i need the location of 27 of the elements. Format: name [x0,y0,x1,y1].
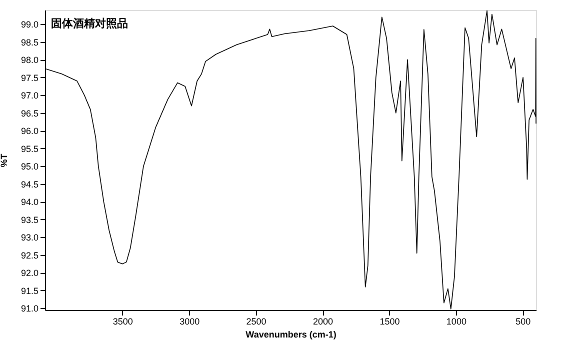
x-tick-label: 3500 [112,316,133,326]
y-tick-label: 97.0 [20,90,38,101]
x-tick-label: 1000 [446,316,466,326]
x-axis-title: Wavenumbers (cm-1) [246,330,336,340]
y-tick-label: 96.0 [20,126,38,136]
x-tick-label: 3000 [180,316,200,326]
y-tick-label: 92.5 [20,250,38,260]
x-tick-label: 2500 [246,316,266,326]
annotation: 固体酒精对照品 [51,17,128,30]
y-tick-label: 95.5 [20,144,38,154]
y-tick-label: 95.0 [20,162,38,172]
y-tick-label: 93.5 [20,214,38,225]
y-tick-label: 94.5 [20,179,38,190]
y-tick-label: 98.5 [20,37,38,48]
y-tick-label: 94.0 [20,197,38,208]
y-tick-label: 98.0 [20,55,38,66]
x-tick-label: 1500 [380,316,400,326]
y-tick-label: 93.0 [20,232,38,243]
y-tick-label: 97.5 [20,72,38,83]
y-tick-label: 92.0 [20,268,38,278]
y-tick-label: 91.5 [20,286,38,296]
y-tick-label: 96.5 [20,108,38,118]
y-tick-label: 91.0 [20,304,38,314]
y-tick-label: 99.0 [20,20,38,30]
x-tick-label: 2000 [313,316,334,326]
x-tick-label: 500 [516,316,531,326]
y-axis-title: %T [0,153,9,168]
